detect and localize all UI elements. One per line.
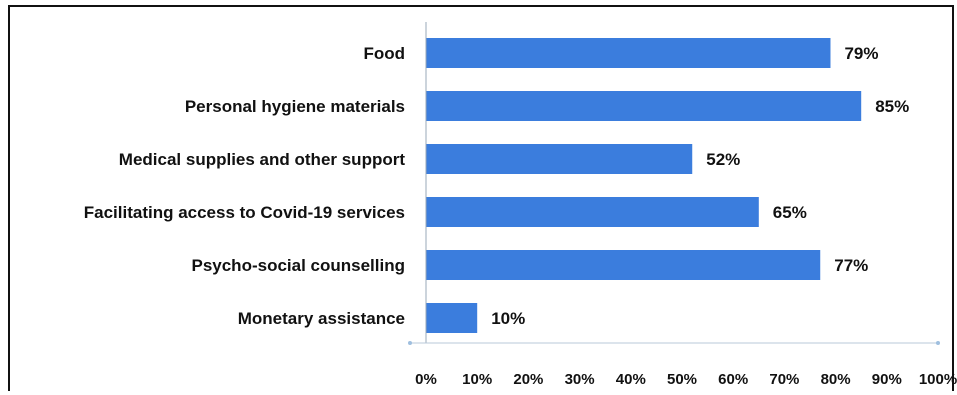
- x-tick-label: 70%: [769, 371, 799, 388]
- category-label: Medical supplies and other support: [119, 150, 406, 169]
- bar-psycho-social-counselling: [426, 250, 821, 280]
- x-tick-label: 60%: [718, 371, 748, 388]
- category-label: Food: [363, 44, 405, 63]
- x-tick-label: 40%: [616, 371, 646, 388]
- value-label: 52%: [706, 150, 740, 169]
- axis-start-dot: [408, 341, 412, 345]
- x-tick-label: 20%: [513, 371, 543, 388]
- value-labels: 79% 85% 52% 65% 77% 10%: [491, 44, 909, 328]
- axis-end-dot: [936, 341, 940, 345]
- bar-facilitating-access-to-covid-19-services: [426, 197, 759, 227]
- category-labels: Food Personal hygiene materials Medical su…: [84, 44, 406, 328]
- value-label: 85%: [875, 97, 909, 116]
- bar-personal-hygiene-materials: [426, 91, 862, 121]
- x-tick-label: 30%: [565, 371, 595, 388]
- value-label: 79%: [844, 44, 878, 63]
- x-tick-label: 0%: [415, 371, 437, 388]
- bar-food: [426, 38, 831, 68]
- category-label: Facilitating access to Covid-19 services: [84, 203, 405, 222]
- x-tick-label: 90%: [872, 371, 902, 388]
- bar-medical-supplies-and-other-support: [426, 144, 693, 174]
- bars-layer: [426, 38, 862, 333]
- x-tick-label: 10%: [462, 371, 492, 388]
- value-label: 77%: [834, 256, 868, 275]
- bar-monetary-assistance: [426, 303, 478, 333]
- x-tick-label: 50%: [667, 371, 697, 388]
- value-label: 10%: [491, 309, 525, 328]
- x-tick-label: 100%: [919, 371, 957, 388]
- x-axis: 0% 10% 20% 30% 40% 50% 60% 70% 80% 90% 100%: [408, 22, 957, 388]
- category-label: Monetary assistance: [238, 309, 405, 328]
- category-label: Psycho-social counselling: [191, 256, 405, 275]
- category-label: Personal hygiene materials: [185, 97, 405, 116]
- value-label: 65%: [773, 203, 807, 222]
- x-tick-label: 80%: [821, 371, 851, 388]
